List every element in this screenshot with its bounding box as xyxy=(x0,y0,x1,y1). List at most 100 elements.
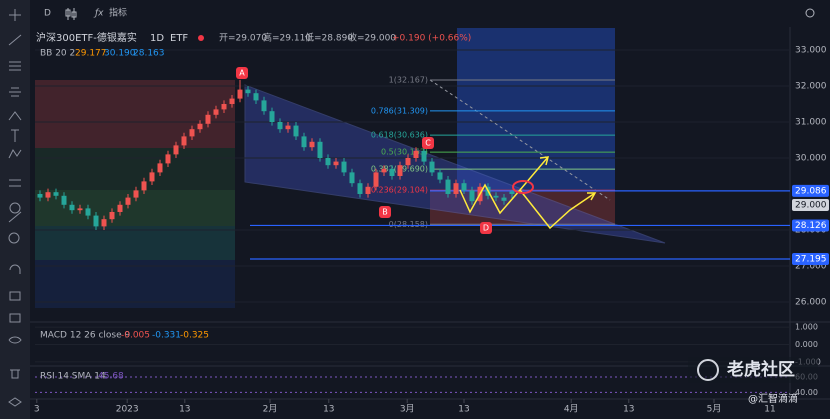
candle-icon[interactable] xyxy=(65,8,77,20)
candle-body xyxy=(325,157,331,166)
indicators-button[interactable]: 指标 xyxy=(109,7,127,19)
candle-body xyxy=(133,190,139,198)
candle-body xyxy=(45,192,51,198)
macd-signal: -0.325 xyxy=(180,331,209,341)
legend-close: 收=29.000 xyxy=(348,32,396,44)
price-tag-label: 29.086 xyxy=(795,186,827,196)
left-fib-zones xyxy=(35,80,235,308)
timeframe: 1D xyxy=(150,33,164,44)
bb-upper: 30.190 xyxy=(104,49,136,59)
macd-name: MACD 12 26 close 9 xyxy=(40,331,131,341)
red-zone xyxy=(430,190,615,226)
candle-body xyxy=(437,172,443,180)
y-tick-label: 31.000 xyxy=(795,117,827,127)
candle-body xyxy=(285,125,291,130)
candle-body xyxy=(197,123,203,130)
annotation-label: C xyxy=(425,139,431,148)
y-tick-label: 30.000 xyxy=(795,153,827,163)
channel xyxy=(244,84,666,244)
candle-body xyxy=(493,195,499,198)
candle-body xyxy=(389,168,395,176)
legend-open: 开=29.070 xyxy=(219,33,267,44)
candle-body xyxy=(469,190,475,202)
arrow-heads xyxy=(539,156,597,201)
last-price-tag xyxy=(792,198,829,211)
watermark-logo xyxy=(697,359,719,381)
candle-body xyxy=(165,154,171,164)
theme-icon[interactable] xyxy=(805,8,815,18)
candle-body xyxy=(461,183,467,191)
candle-body xyxy=(37,193,43,198)
candle-body xyxy=(117,204,123,212)
candle-body xyxy=(405,157,411,166)
legend-low: 低=28.890 xyxy=(305,32,353,44)
price-tag xyxy=(792,219,829,232)
price-tag-label: 28.126 xyxy=(795,221,827,231)
annotation-badge xyxy=(236,67,248,79)
candle-body xyxy=(341,161,347,173)
candle-body xyxy=(141,181,147,191)
projection-arrow xyxy=(459,156,549,215)
x-tick-label: 3 xyxy=(34,405,40,415)
candle-body xyxy=(293,125,299,137)
tool-icons xyxy=(8,9,22,407)
candle-body xyxy=(309,141,315,148)
y-tick-label: 26.000 xyxy=(795,297,827,307)
x-tick-label: 11 xyxy=(764,405,775,415)
macd-line: -0.331 xyxy=(152,331,181,341)
watermark-brand: 老虎社区 xyxy=(726,359,795,380)
bb-lower: 28.163 xyxy=(133,49,165,59)
trend-line xyxy=(429,79,611,201)
candle-body xyxy=(77,208,83,211)
candle-body xyxy=(397,165,403,176)
x-tick-label: 13 xyxy=(179,405,190,415)
highlight-circle xyxy=(512,180,534,194)
candle-body xyxy=(509,191,515,194)
candle-body xyxy=(277,121,283,130)
candle-body xyxy=(101,219,107,227)
candle-body xyxy=(357,183,363,194)
highlight-box xyxy=(457,28,615,190)
rsi-name: RSI 14 SMA 14 xyxy=(40,372,106,382)
candle-body xyxy=(333,161,339,166)
pane-tick-label: 40.00 xyxy=(795,388,818,397)
x-tick-label: 13 xyxy=(623,405,634,415)
x-tick-label: 13 xyxy=(323,405,334,415)
candle-body xyxy=(349,172,355,184)
pane-tick-label: 1.000 xyxy=(795,323,818,332)
pane-tick-label: 0.000 xyxy=(795,340,818,349)
bb-basis: 29.177 xyxy=(75,49,107,59)
price-tag xyxy=(792,252,829,265)
candle-body xyxy=(173,145,179,155)
candle-body xyxy=(453,183,459,194)
fx-icon[interactable]: ƒx xyxy=(93,9,104,19)
interval[interactable]: D xyxy=(44,9,51,19)
candle-body xyxy=(109,211,115,220)
candle-body xyxy=(381,168,387,173)
candle-body xyxy=(93,215,99,227)
candle-body xyxy=(245,89,251,94)
price-tag xyxy=(792,184,829,197)
candle-body xyxy=(301,136,307,148)
y-tick-label: 33.000 xyxy=(795,45,827,55)
annotation-badge xyxy=(422,137,434,149)
candle-body xyxy=(125,197,131,205)
price-tag-label: 27.195 xyxy=(795,254,827,264)
candle-body xyxy=(205,114,211,124)
candle-body xyxy=(149,172,155,182)
symbol-title: 沪深300ETF-德银嘉实 xyxy=(36,31,137,44)
x-tick-label: 3月 xyxy=(400,404,415,415)
status-dot xyxy=(198,35,204,41)
y-tick-label: 32.000 xyxy=(795,81,827,91)
annotation-badge xyxy=(480,222,492,234)
candle-body xyxy=(85,208,91,216)
candle-body xyxy=(237,89,243,99)
fib-label: 0.5(30.163) xyxy=(381,148,428,157)
fib-label: 0.786(31.309) xyxy=(371,106,428,115)
candle-body xyxy=(261,100,267,112)
candle-body xyxy=(221,103,227,110)
watermark-bg xyxy=(688,357,818,383)
watermark-author: @汇智滴滴 xyxy=(748,392,798,405)
